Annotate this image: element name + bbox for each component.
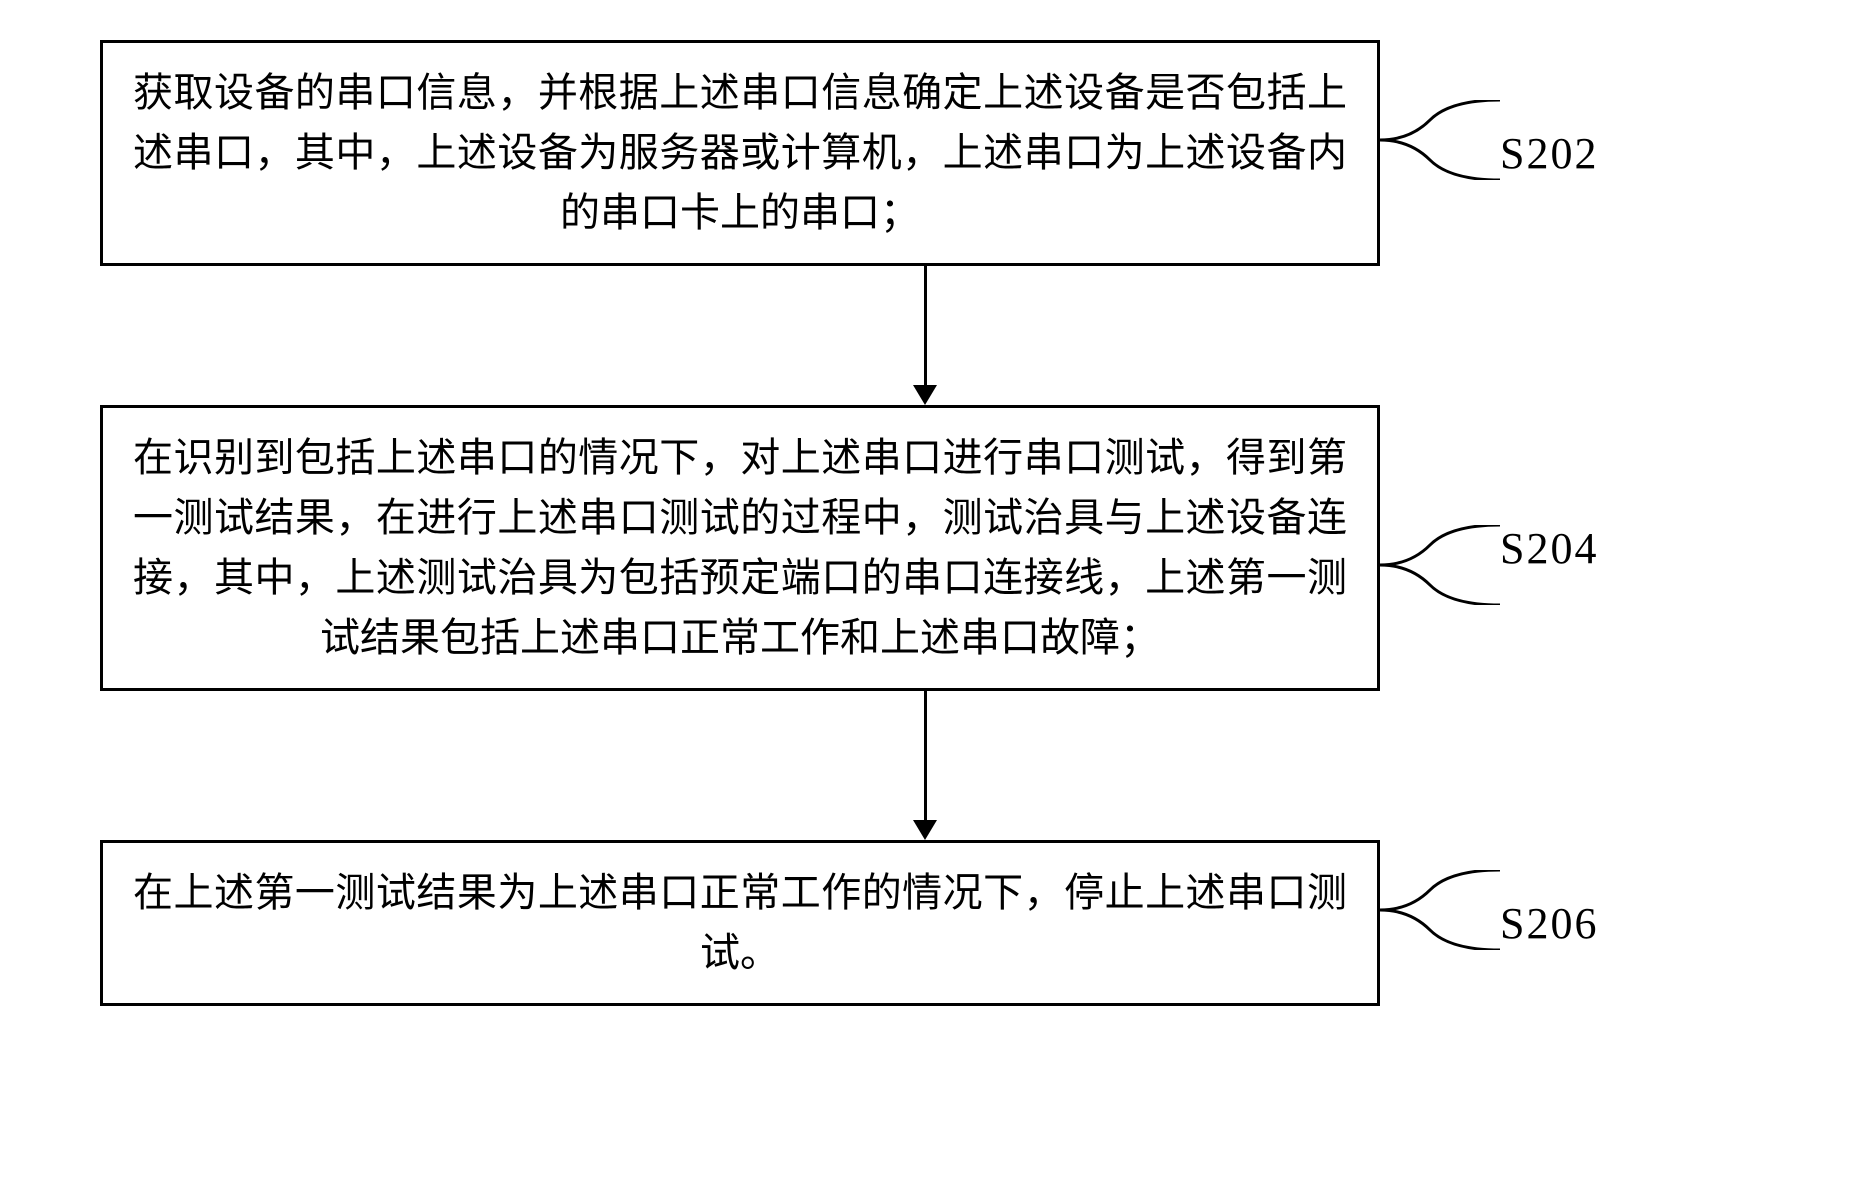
step-container-3: 在上述第一测试结果为上述串口正常工作的情况下，停止上述串口测试。 S206 — [100, 840, 1750, 1006]
connector-arrow-1 — [913, 385, 937, 405]
connector-line-2 — [924, 691, 927, 821]
connector-1 — [913, 266, 937, 405]
curve-connector-3 — [1380, 870, 1500, 950]
connector-container-1 — [285, 266, 1565, 405]
step-label-s202: S202 — [1500, 128, 1598, 179]
step-text: 获取设备的串口信息，并根据上述串口信息确定上述设备是否包括上述串口，其中，上述设… — [133, 70, 1347, 235]
step-label-s204: S204 — [1500, 523, 1598, 574]
curve-connector-2 — [1380, 525, 1500, 605]
step-box-s202: 获取设备的串口信息，并根据上述串口信息确定上述设备是否包括上述串口，其中，上述设… — [100, 40, 1380, 266]
step-text: 在识别到包括上述串口的情况下，对上述串口进行串口测试，得到第一测试结果，在进行上… — [133, 435, 1347, 660]
step-container-1: 获取设备的串口信息，并根据上述串口信息确定上述设备是否包括上述串口，其中，上述设… — [100, 40, 1750, 266]
curve-connector-1 — [1380, 100, 1500, 180]
step-label-s206: S206 — [1500, 898, 1598, 949]
connector-arrow-2 — [913, 820, 937, 840]
step-box-s206: 在上述第一测试结果为上述串口正常工作的情况下，停止上述串口测试。 — [100, 840, 1380, 1006]
connector-line-1 — [924, 266, 927, 386]
step-container-2: 在识别到包括上述串口的情况下，对上述串口进行串口测试，得到第一测试结果，在进行上… — [100, 405, 1750, 691]
step-text: 在上述第一测试结果为上述串口正常工作的情况下，停止上述串口测试。 — [133, 870, 1347, 975]
flowchart-container: 获取设备的串口信息，并根据上述串口信息确定上述设备是否包括上述串口，其中，上述设… — [100, 40, 1750, 1006]
connector-container-2 — [285, 691, 1565, 840]
step-box-s204: 在识别到包括上述串口的情况下，对上述串口进行串口测试，得到第一测试结果，在进行上… — [100, 405, 1380, 691]
connector-2 — [913, 691, 937, 840]
